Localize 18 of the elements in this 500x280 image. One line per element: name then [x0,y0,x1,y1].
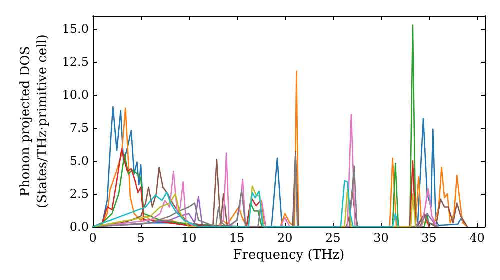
x-tick-label: 30 [374,231,389,245]
y-tick-label: 10.0 [62,88,89,102]
y-tick-label: 15.0 [62,22,89,36]
y-tick-label: 5.0 [70,154,89,168]
y-tick-label: 2.5 [70,187,89,202]
x-tick-label: 35 [422,231,437,245]
x-tick-label: 40 [470,231,485,245]
x-axis-title: Frequency (THz) [233,248,345,263]
x-tick-label: 20 [278,231,293,245]
x-tick-label: 0 [89,231,97,245]
y-axis-title: Phonon projected DOS (States/THz·primitive cell) [18,34,50,209]
y-tick-label: 0.0 [70,220,89,234]
x-tick-label: 25 [326,231,341,245]
y-tick-label: 12.5 [62,55,89,70]
y-tick-label: 7.5 [70,121,89,136]
x-tick-label: 15 [229,231,245,245]
x-tick-label: 5 [137,231,145,245]
x-tick-label: 10 [181,231,197,245]
